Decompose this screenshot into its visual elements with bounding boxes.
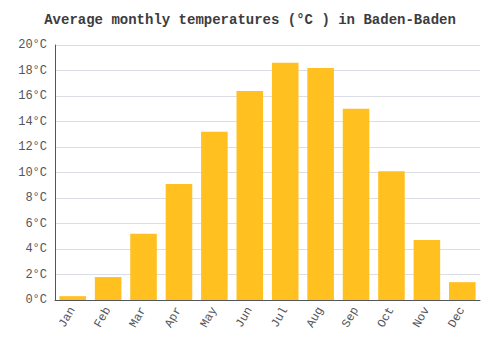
svg-text:0°C: 0°C <box>25 293 47 307</box>
svg-text:6°C: 6°C <box>25 217 47 231</box>
svg-text:18°C: 18°C <box>18 64 47 78</box>
svg-text:16°C: 16°C <box>18 89 47 103</box>
svg-text:Dec: Dec <box>445 304 468 330</box>
svg-text:Jun: Jun <box>233 304 256 330</box>
svg-text:4°C: 4°C <box>25 242 47 256</box>
svg-text:Aug: Aug <box>304 304 327 330</box>
svg-text:Oct: Oct <box>375 304 398 330</box>
svg-text:14°C: 14°C <box>18 115 47 129</box>
svg-text:12°C: 12°C <box>18 140 47 154</box>
svg-text:Nov: Nov <box>410 304 433 330</box>
svg-text:Feb: Feb <box>91 304 114 330</box>
svg-text:20°C: 20°C <box>18 38 47 52</box>
svg-text:2°C: 2°C <box>25 268 47 282</box>
svg-text:10°C: 10°C <box>18 166 47 180</box>
svg-text:Mar: Mar <box>127 304 150 330</box>
svg-text:8°C: 8°C <box>25 191 47 205</box>
svg-text:Sep: Sep <box>339 304 362 330</box>
svg-text:Apr: Apr <box>162 304 185 330</box>
svg-text:May: May <box>198 304 221 330</box>
svg-text:Jul: Jul <box>268 304 291 330</box>
svg-text:Jan: Jan <box>56 304 79 330</box>
svg-text:Average monthly temperatures (: Average monthly temperatures (°C ) in Ba… <box>44 12 456 28</box>
